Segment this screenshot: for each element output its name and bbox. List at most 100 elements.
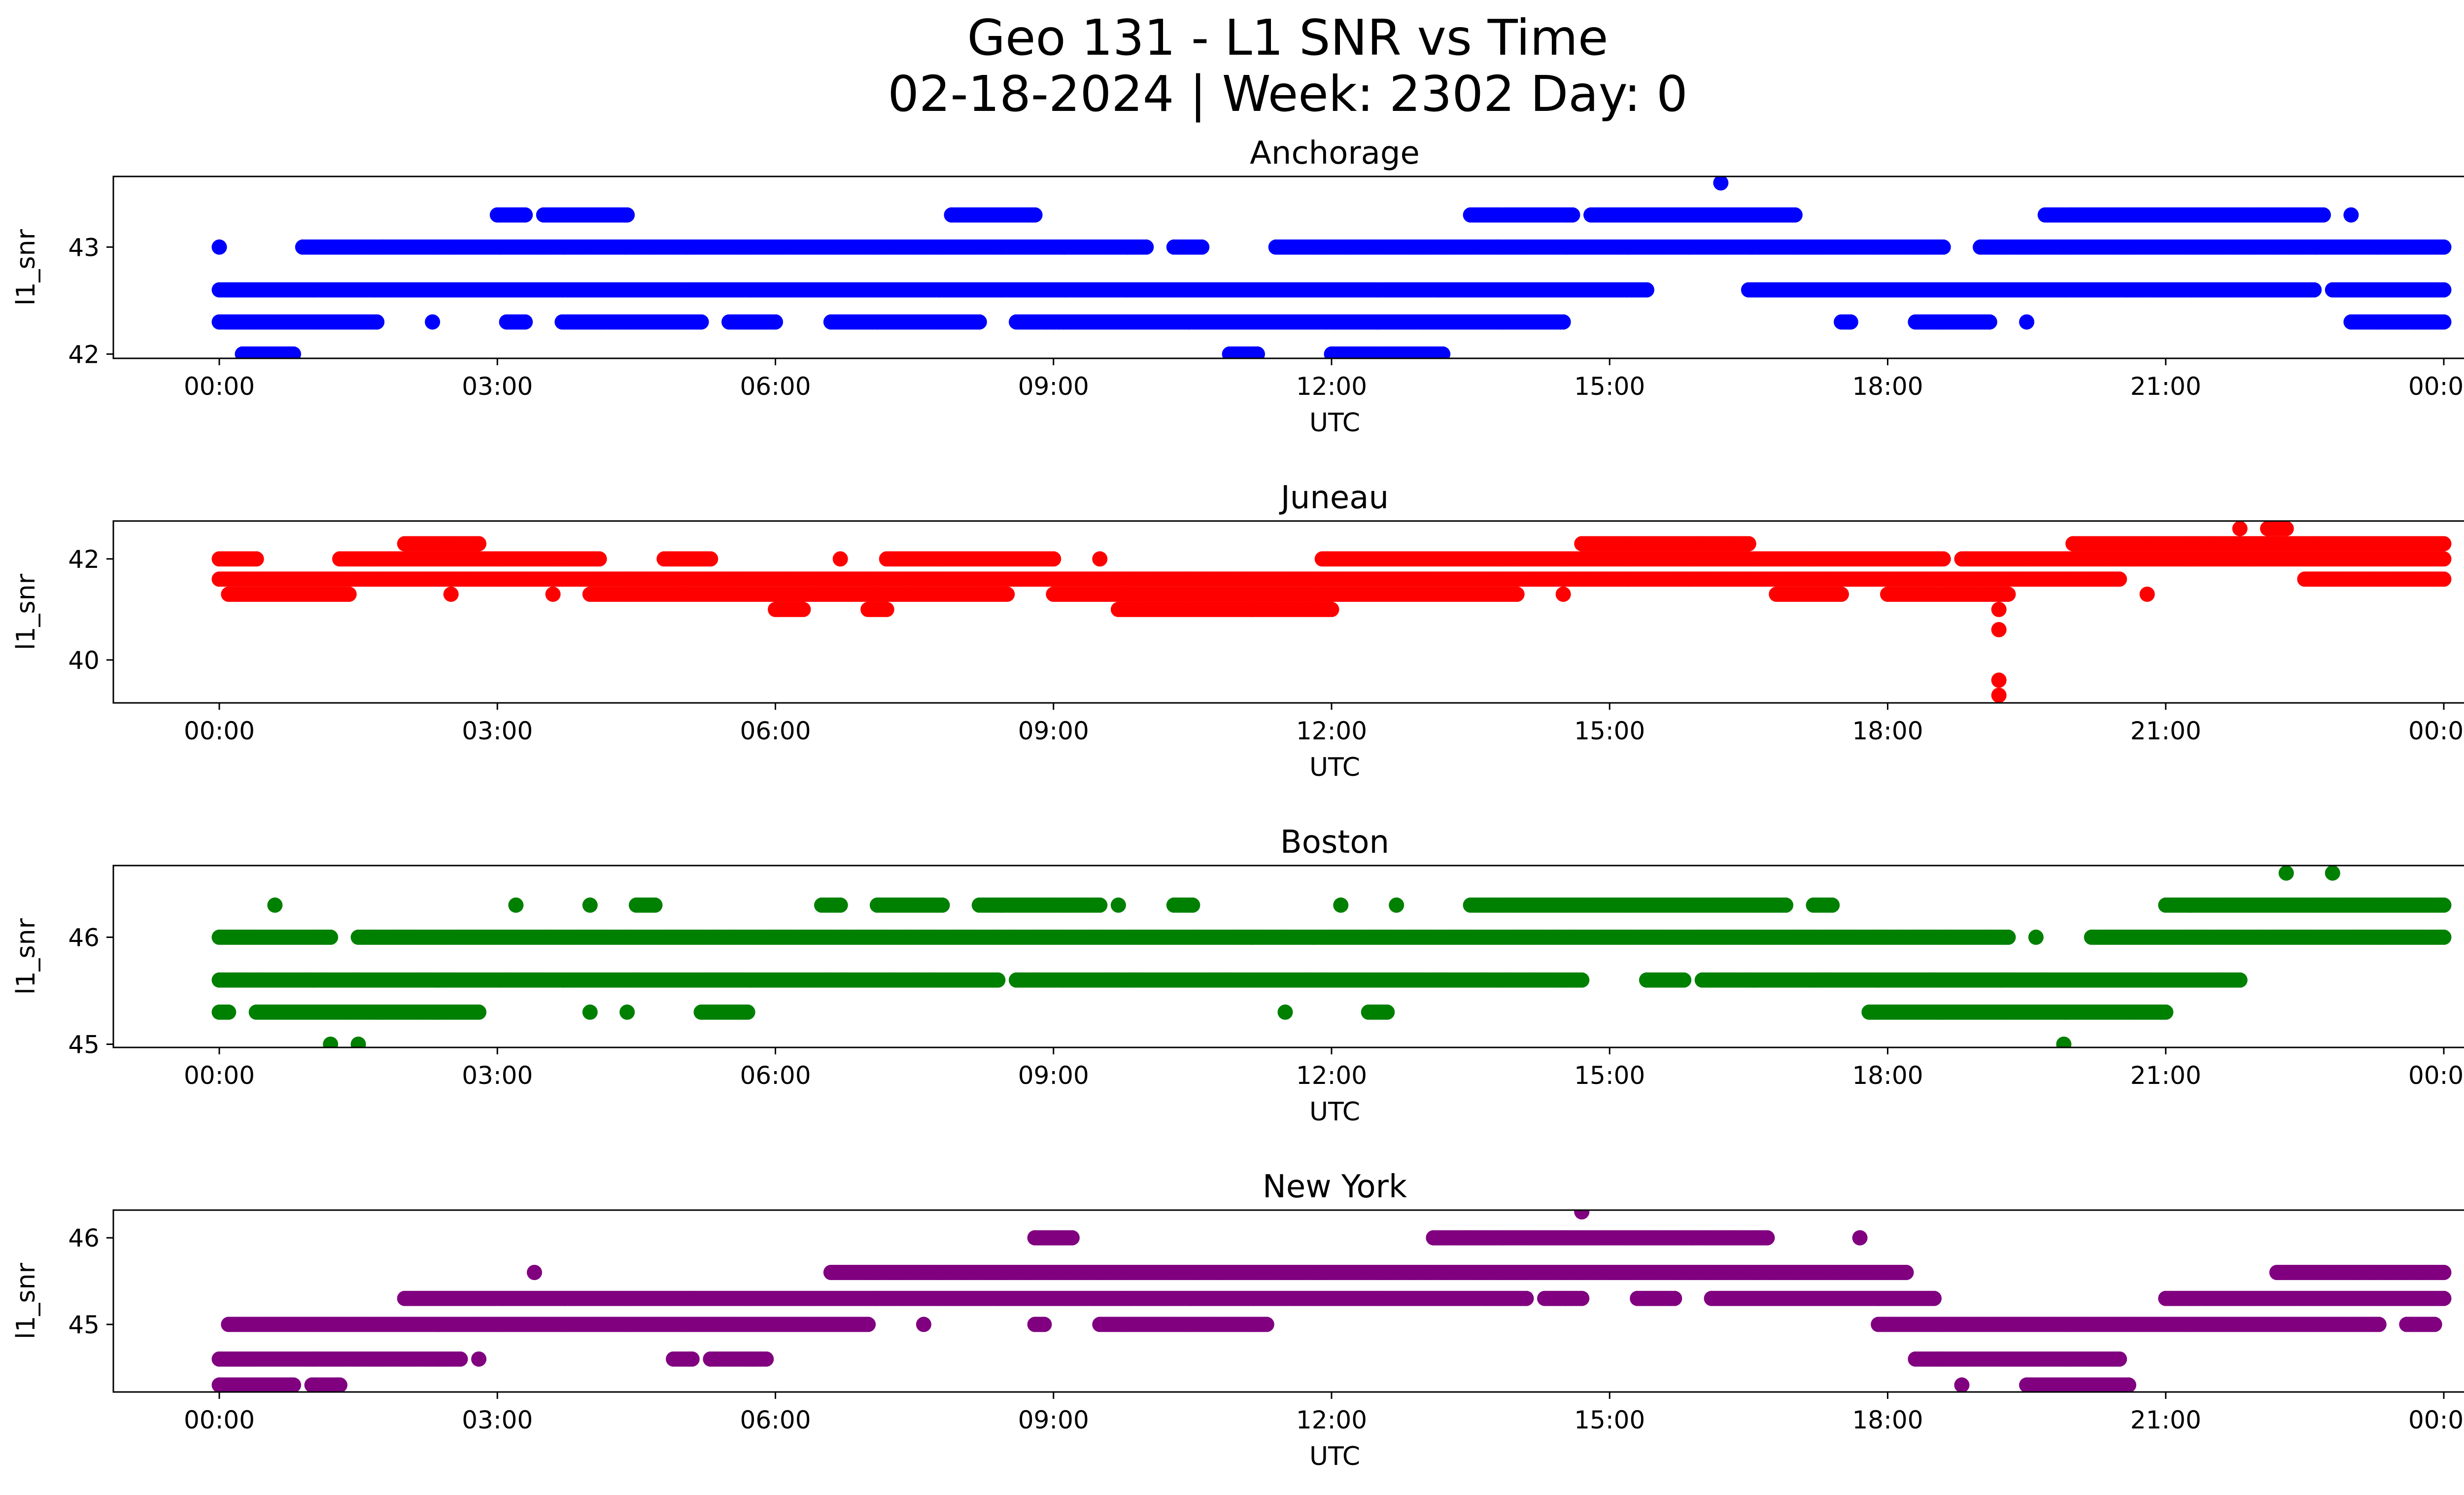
data-point — [2112, 571, 2127, 587]
data-point — [2306, 282, 2322, 298]
data-point — [1834, 587, 1849, 602]
series-juneau-42 — [211, 551, 2452, 567]
data-point — [703, 551, 719, 567]
series-anchorage-43 — [211, 239, 2452, 255]
y-tick-label: 42 — [68, 340, 100, 369]
data-point — [1991, 601, 2007, 617]
data-point — [1046, 551, 1061, 567]
data-point — [740, 1004, 755, 1020]
data-point — [1194, 239, 1210, 255]
series-juneau-40_6 — [1991, 622, 2007, 637]
data-point — [2316, 207, 2331, 223]
data-point — [1379, 1004, 1395, 1020]
data-point — [221, 1004, 237, 1020]
data-point — [1991, 672, 2007, 688]
data-point — [211, 239, 227, 255]
data-point — [768, 314, 783, 330]
data-point — [1787, 207, 1803, 223]
data-point — [1982, 314, 1997, 330]
data-point — [517, 314, 533, 330]
data-point — [1991, 622, 2007, 637]
data-point — [619, 1004, 635, 1020]
series-juneau-39_6 — [1991, 672, 2007, 688]
data-point — [999, 587, 1015, 602]
data-point — [350, 1037, 366, 1047]
points-juneau — [211, 521, 2452, 703]
data-point — [879, 601, 894, 617]
data-point — [248, 551, 264, 567]
x-tick-label: 00:00 — [2408, 717, 2464, 745]
data-point — [2056, 1037, 2072, 1047]
data-point — [971, 314, 987, 330]
x-tick-label: 15:00 — [1574, 372, 1645, 401]
data-point — [545, 587, 561, 602]
data-point — [425, 314, 441, 330]
data-point — [795, 601, 811, 617]
series-boston-45_3 — [211, 1004, 2174, 1020]
x-tick-label: 00:00 — [184, 717, 255, 745]
y-axis-label: l1_snr — [11, 229, 41, 306]
x-axis-label: UTC — [1309, 408, 1360, 438]
x-tick-label: 06:00 — [740, 372, 811, 401]
x-tick-label: 00:00 — [2408, 372, 2464, 401]
series-juneau-39_3 — [1991, 688, 2007, 703]
x-tick-label: 09:00 — [1018, 372, 1089, 401]
data-point — [1935, 239, 1951, 255]
series-juneau-41_3 — [221, 587, 2155, 602]
data-point — [2000, 587, 2016, 602]
x-tick-label: 15:00 — [1574, 717, 1645, 745]
data-point — [369, 314, 385, 330]
series-anchorage-43_3 — [489, 207, 2359, 223]
data-point — [1138, 239, 1154, 255]
points-boston — [211, 866, 2452, 1047]
figure-title-line-1: Geo 131 - L1 SNR vs Time — [967, 9, 1608, 67]
x-tick-label: 12:00 — [1296, 717, 1367, 745]
data-point — [591, 551, 607, 567]
series-anchorage-43_6 — [1713, 176, 1729, 191]
data-point — [1741, 536, 1756, 552]
data-point — [2232, 521, 2248, 536]
data-point — [1324, 601, 1339, 617]
series-anchorage-42_6 — [211, 282, 2452, 298]
data-point — [2436, 571, 2452, 587]
data-point — [323, 1037, 339, 1047]
data-point — [1555, 314, 1571, 330]
series-juneau-42_3 — [397, 536, 2452, 552]
data-point — [2436, 551, 2452, 567]
data-point — [1639, 282, 1654, 298]
data-point — [1509, 587, 1525, 602]
x-tick-label: 06:00 — [740, 717, 811, 745]
data-point — [1565, 207, 1580, 223]
x-tick-label: 03:00 — [462, 717, 533, 745]
data-point — [471, 1004, 487, 1020]
data-point — [1092, 551, 1108, 567]
data-point — [832, 551, 848, 567]
data-point — [2278, 521, 2294, 536]
data-point — [2436, 536, 2452, 552]
data-point — [1277, 1004, 1293, 1020]
series-anchorage-42 — [235, 346, 1451, 358]
data-point — [471, 536, 487, 552]
data-point — [693, 314, 709, 330]
data-point — [286, 346, 301, 358]
data-point — [1435, 346, 1451, 358]
points-anchorage — [211, 176, 2452, 358]
data-point — [1027, 207, 1043, 223]
data-point — [1935, 551, 1951, 567]
x-tick-label: 18:00 — [1852, 372, 1923, 401]
series-juneau-41 — [768, 601, 2007, 617]
data-point — [517, 207, 533, 223]
x-axis-label: UTC — [1309, 753, 1360, 782]
y-tick-label: 43 — [68, 233, 100, 262]
y-tick-label: 40 — [68, 646, 100, 675]
data-point — [2436, 282, 2452, 298]
data-point — [341, 587, 357, 602]
y-tick-label: 42 — [68, 545, 100, 574]
data-point — [2139, 587, 2155, 602]
data-point — [2019, 314, 2035, 330]
data-point — [1250, 346, 1265, 358]
